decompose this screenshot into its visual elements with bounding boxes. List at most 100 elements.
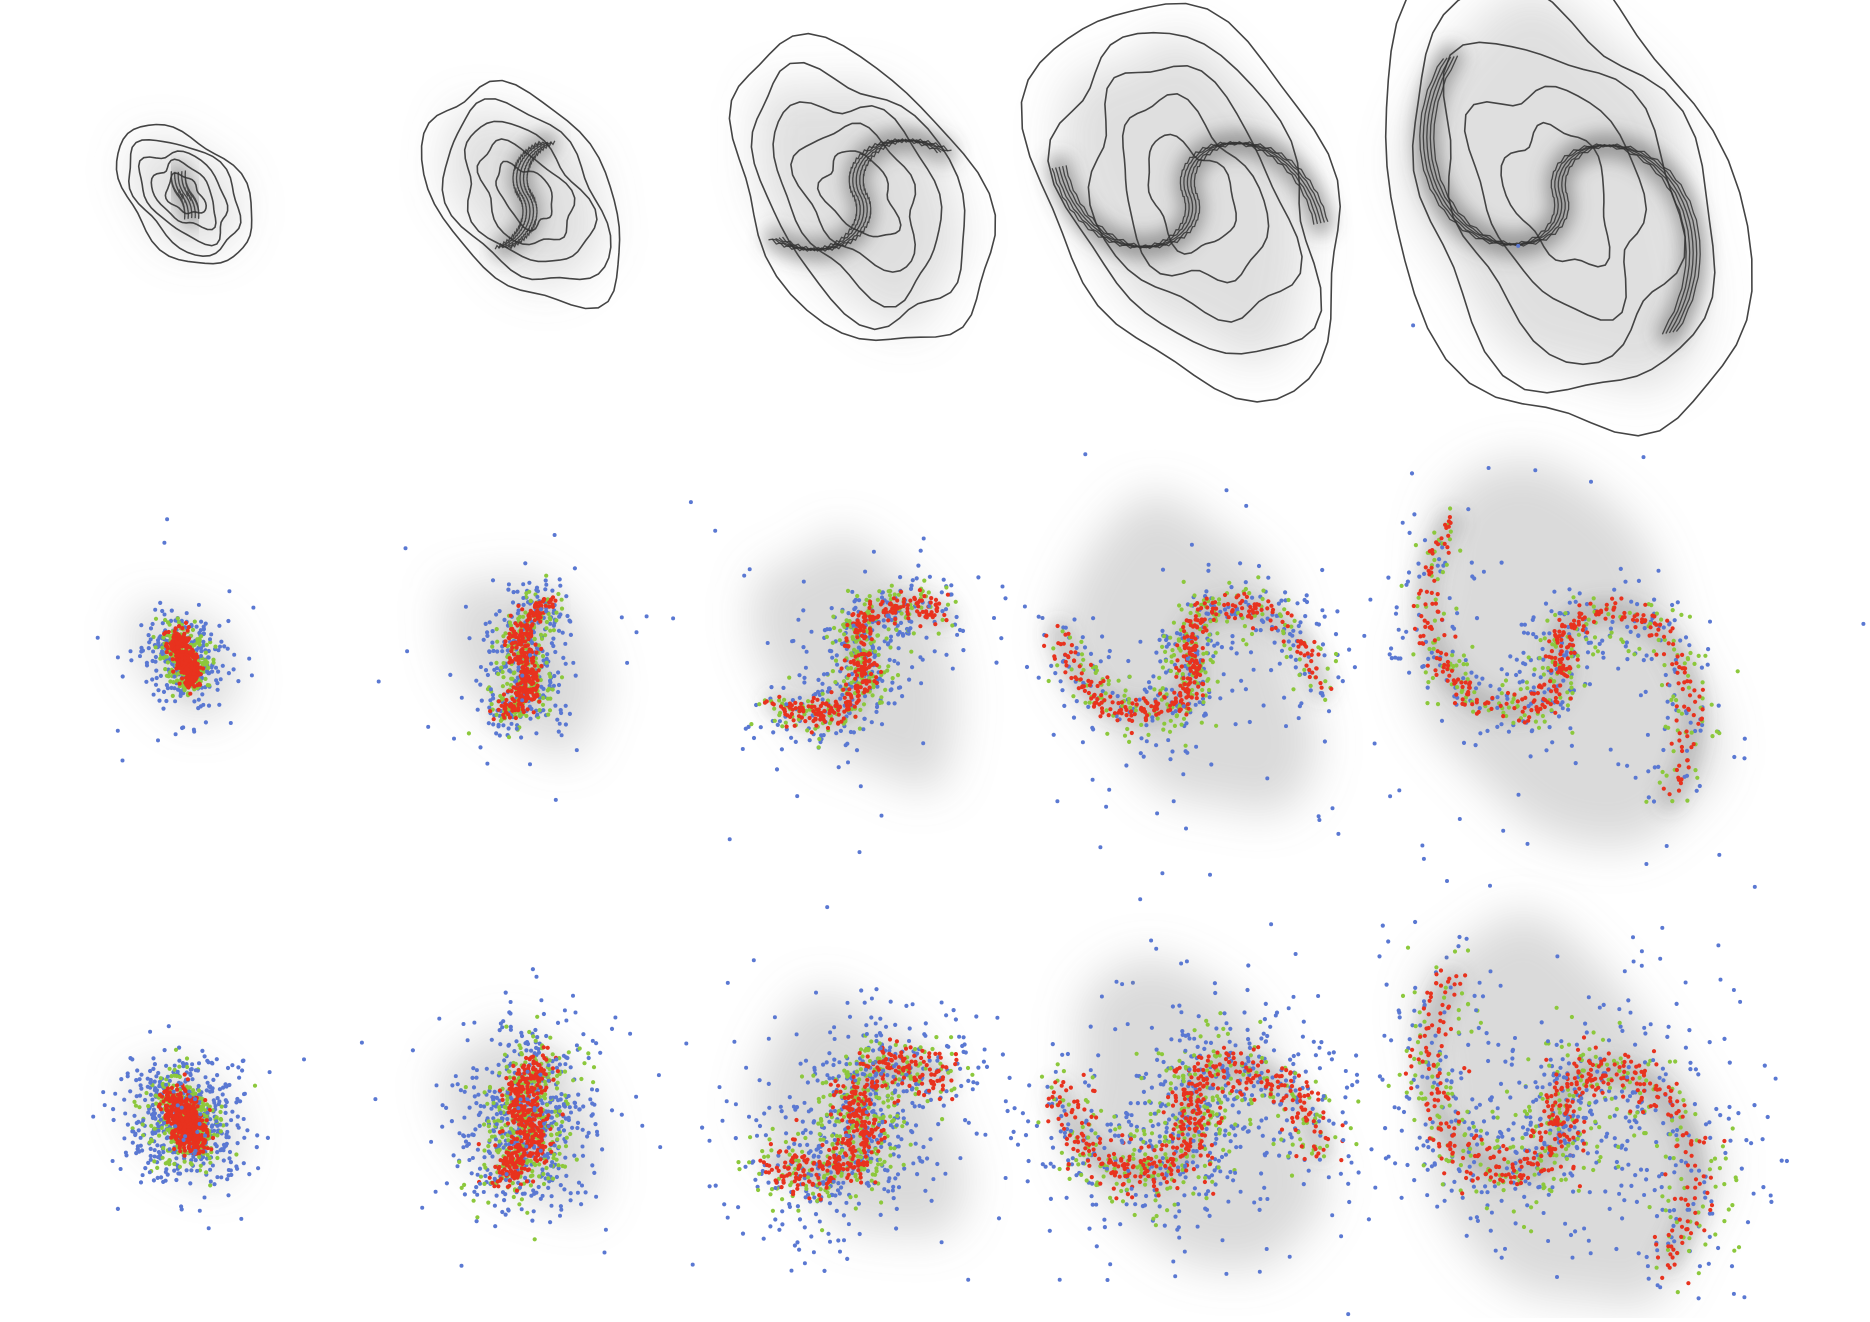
particle <box>184 649 189 654</box>
particle <box>1682 670 1687 675</box>
particle <box>198 1163 203 1168</box>
particle <box>1130 701 1135 706</box>
particle <box>1540 713 1545 719</box>
particle <box>1335 609 1340 614</box>
particle <box>196 602 201 607</box>
particle <box>1199 606 1204 611</box>
particle <box>1250 595 1255 600</box>
particle <box>195 640 200 645</box>
particle <box>1569 685 1574 690</box>
particle <box>1595 649 1600 654</box>
particle <box>1435 542 1441 547</box>
particle <box>1549 649 1554 654</box>
particle <box>1742 756 1747 761</box>
particle <box>1201 700 1206 705</box>
particle <box>1089 679 1094 685</box>
particle <box>225 1177 230 1182</box>
particle <box>867 664 872 669</box>
particle <box>192 642 197 648</box>
particle <box>1486 700 1491 706</box>
particle <box>1692 661 1697 667</box>
particle <box>181 633 186 638</box>
particle <box>494 627 499 632</box>
particle <box>555 717 560 722</box>
particle <box>1266 575 1271 580</box>
particle <box>198 628 203 633</box>
particle <box>158 673 163 679</box>
particle <box>1591 619 1597 625</box>
particle <box>1469 670 1474 675</box>
particle <box>1393 655 1398 660</box>
particle <box>146 1110 151 1115</box>
particle <box>479 698 484 703</box>
particle <box>491 717 496 722</box>
particle <box>1656 627 1661 632</box>
contour-lines <box>1384 0 1753 437</box>
particle <box>804 649 809 654</box>
particle <box>1520 697 1525 702</box>
particle <box>893 603 898 609</box>
particle <box>1564 666 1569 672</box>
particle <box>213 644 218 649</box>
particle <box>1168 703 1173 708</box>
particle <box>870 693 875 698</box>
particle <box>1654 632 1659 637</box>
particle <box>216 648 221 653</box>
particle <box>789 735 794 740</box>
particle <box>130 1057 135 1062</box>
particle <box>152 1079 157 1084</box>
particle <box>1213 650 1218 655</box>
particle <box>571 660 576 665</box>
particle <box>133 1103 138 1108</box>
particle <box>574 748 579 753</box>
particle <box>1489 706 1494 712</box>
particle <box>1242 591 1247 596</box>
particle <box>757 702 762 707</box>
particle <box>819 713 825 718</box>
particle <box>1560 706 1565 711</box>
particle <box>1095 683 1100 689</box>
particle <box>859 671 865 677</box>
particle <box>885 613 890 618</box>
particle <box>1340 679 1345 684</box>
particle <box>215 1155 220 1161</box>
particle <box>1323 679 1328 684</box>
particle <box>1204 628 1209 633</box>
particle <box>1277 661 1282 666</box>
particle <box>169 643 174 648</box>
particle <box>120 758 125 763</box>
particle <box>1586 617 1591 622</box>
particle <box>1531 699 1536 704</box>
particle <box>1674 704 1679 709</box>
particle <box>1685 657 1691 662</box>
particle <box>129 658 134 663</box>
particle <box>208 1183 213 1188</box>
panel-contour-density-3 <box>728 32 997 342</box>
particle <box>148 1092 153 1097</box>
particle <box>528 653 533 658</box>
particle <box>523 561 528 566</box>
particle <box>788 714 793 720</box>
particle <box>237 1075 242 1080</box>
particle <box>1572 618 1577 623</box>
particle <box>1098 680 1103 685</box>
particle <box>1589 479 1593 484</box>
particle <box>875 597 881 602</box>
particle <box>1693 768 1698 773</box>
particle <box>1569 743 1574 748</box>
particle <box>490 578 496 583</box>
particle <box>206 703 212 708</box>
particle <box>1074 677 1079 682</box>
particle <box>868 629 873 634</box>
particle <box>834 731 839 736</box>
particle <box>528 762 532 767</box>
particle <box>459 695 464 700</box>
particle <box>879 669 884 675</box>
particle <box>1127 739 1132 745</box>
particle <box>179 638 184 643</box>
particle <box>940 617 945 623</box>
particle <box>1669 741 1674 746</box>
particle <box>1247 591 1252 596</box>
particle <box>1542 690 1547 695</box>
particle <box>1543 654 1548 659</box>
